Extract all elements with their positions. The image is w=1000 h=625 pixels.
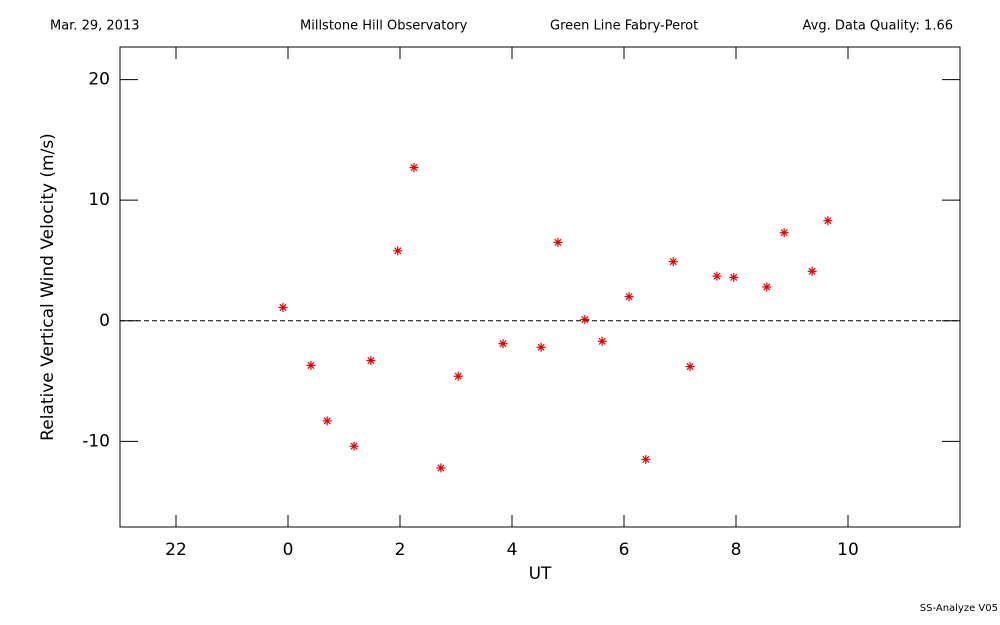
point bbox=[536, 342, 546, 352]
point bbox=[779, 228, 789, 238]
asterisk-stroke bbox=[713, 272, 721, 280]
point bbox=[349, 441, 359, 451]
point bbox=[453, 371, 463, 381]
x-tick-label: 2 bbox=[395, 540, 406, 560]
asterisk-stroke bbox=[394, 247, 402, 255]
asterisk-stroke bbox=[279, 303, 287, 312]
asterisk-stroke bbox=[730, 273, 738, 281]
point bbox=[624, 292, 634, 302]
point bbox=[409, 163, 419, 173]
x-tick-label: 8 bbox=[731, 540, 742, 560]
asterisk-stroke bbox=[808, 267, 816, 275]
point bbox=[436, 463, 446, 473]
asterisk-stroke bbox=[625, 293, 633, 301]
instrument: Green Line Fabry-Perot bbox=[550, 19, 698, 34]
asterisk-stroke bbox=[581, 315, 589, 324]
asterisk-stroke bbox=[824, 217, 832, 225]
asterisk-stroke bbox=[554, 238, 562, 246]
x-tick-label: 0 bbox=[283, 540, 294, 560]
point bbox=[553, 237, 563, 247]
point bbox=[712, 271, 722, 281]
asterisk-stroke bbox=[410, 164, 418, 172]
footer: SS-Analyze V05 bbox=[920, 603, 998, 614]
asterisk-stroke bbox=[669, 258, 677, 266]
point bbox=[322, 416, 332, 426]
asterisk-stroke bbox=[686, 363, 694, 371]
y-tick-label: 20 bbox=[88, 70, 110, 90]
point bbox=[685, 362, 695, 372]
asterisk-stroke bbox=[598, 337, 606, 345]
plot-frame bbox=[119, 46, 961, 528]
point bbox=[498, 339, 508, 349]
asterisk-stroke bbox=[323, 417, 331, 425]
point bbox=[641, 454, 651, 464]
x-tick-label: 22 bbox=[165, 540, 187, 560]
asterisk-stroke bbox=[499, 340, 507, 348]
point bbox=[580, 315, 590, 325]
asterisk-stroke bbox=[537, 343, 545, 351]
asterisk-stroke bbox=[642, 455, 650, 464]
x-tick-label: 6 bbox=[619, 540, 630, 560]
asterisk-stroke bbox=[780, 229, 788, 237]
x-tick-label: 4 bbox=[507, 540, 518, 560]
asterisk-stroke bbox=[437, 464, 445, 472]
y-tick-label: -10 bbox=[82, 431, 110, 451]
asterisk-stroke bbox=[454, 372, 462, 380]
asterisk-stroke bbox=[763, 283, 771, 291]
observatory: Millstone Hill Observatory bbox=[300, 19, 468, 34]
point bbox=[393, 246, 403, 256]
y-tick-label: 10 bbox=[88, 190, 110, 210]
asterisk-stroke bbox=[367, 356, 375, 365]
data-quality: Avg. Data Quality: 1.66 bbox=[803, 19, 953, 34]
asterisk-stroke bbox=[350, 442, 358, 450]
point bbox=[762, 282, 772, 292]
point bbox=[729, 272, 739, 282]
point bbox=[278, 303, 288, 313]
y-tick-label: 0 bbox=[99, 311, 110, 331]
point bbox=[366, 356, 376, 366]
y-axis-label: Relative Vertical Wind Velocity (m/s) bbox=[38, 133, 58, 441]
point bbox=[668, 257, 678, 267]
point bbox=[306, 360, 316, 370]
point bbox=[597, 336, 607, 346]
point bbox=[807, 266, 817, 276]
asterisk-stroke bbox=[307, 361, 315, 369]
point bbox=[823, 216, 833, 226]
date: Mar. 29, 2013 bbox=[50, 19, 140, 34]
x-tick-label: 10 bbox=[837, 540, 859, 560]
x-axis-label: UT bbox=[529, 564, 552, 584]
